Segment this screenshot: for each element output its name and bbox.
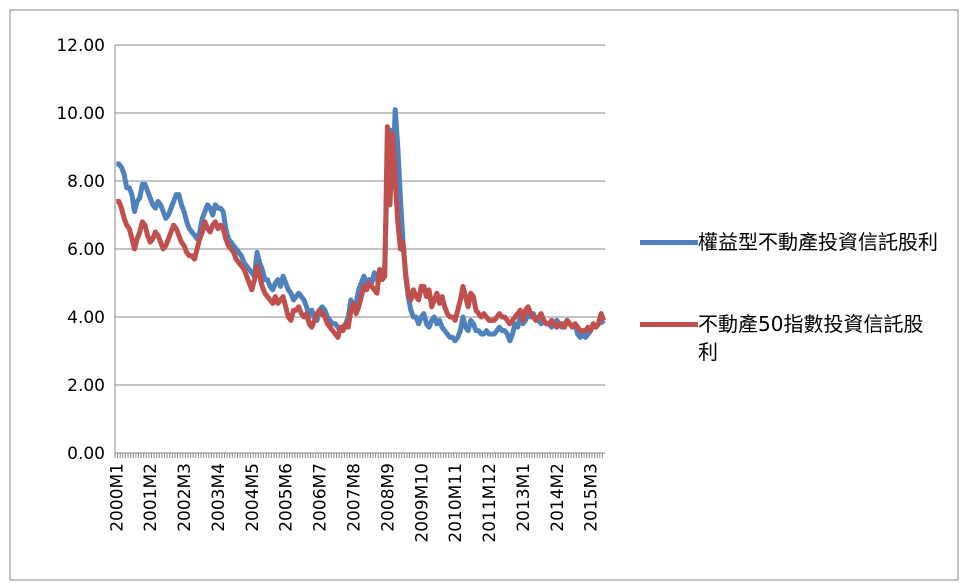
x-tick-label: 2014M2 [548, 463, 568, 532]
legend-swatch [640, 322, 698, 327]
x-tick-label: 2008M9 [378, 463, 398, 532]
x-tick-label: 2006M7 [311, 463, 331, 532]
x-tick-label: 2002M3 [175, 463, 195, 532]
x-tick-label: 2005M6 [277, 463, 297, 532]
legend-entry: 權益型不動產投資信託股利 [640, 228, 940, 256]
chart-border [9, 9, 959, 581]
legend-entry: 不動產50指數投資信託股利 [640, 310, 940, 366]
legend-swatch [640, 240, 698, 245]
series-line [116, 124, 607, 340]
x-tick-label: 2004M5 [243, 463, 263, 532]
y-tick-label: 12.00 [56, 36, 105, 56]
x-tick-label: 2001M2 [141, 463, 161, 532]
x-tick-label: 2003M4 [209, 463, 229, 532]
legend-label: 權益型不動產投資信託股利 [698, 230, 938, 254]
y-tick-label: 10.00 [56, 104, 105, 124]
x-tick-label: 2013M1 [514, 463, 534, 532]
legend-label: 不動產50指數投資信託股利 [698, 312, 924, 364]
x-tick-label: 2009M10 [412, 463, 432, 543]
y-tick-label: 6.00 [67, 240, 105, 260]
x-tick-label: 2007M8 [344, 463, 364, 532]
y-tick-label: 2.00 [67, 376, 105, 396]
y-tick-label: 0.00 [67, 444, 105, 464]
x-tick-label: 2000M1 [107, 463, 127, 532]
y-tick-label: 4.00 [67, 308, 105, 328]
x-tick-label: 2015M3 [582, 463, 602, 532]
y-tick-label: 8.00 [67, 172, 105, 192]
x-tick-label: 2010M11 [446, 463, 466, 543]
x-tick-label: 2011M12 [480, 463, 500, 543]
